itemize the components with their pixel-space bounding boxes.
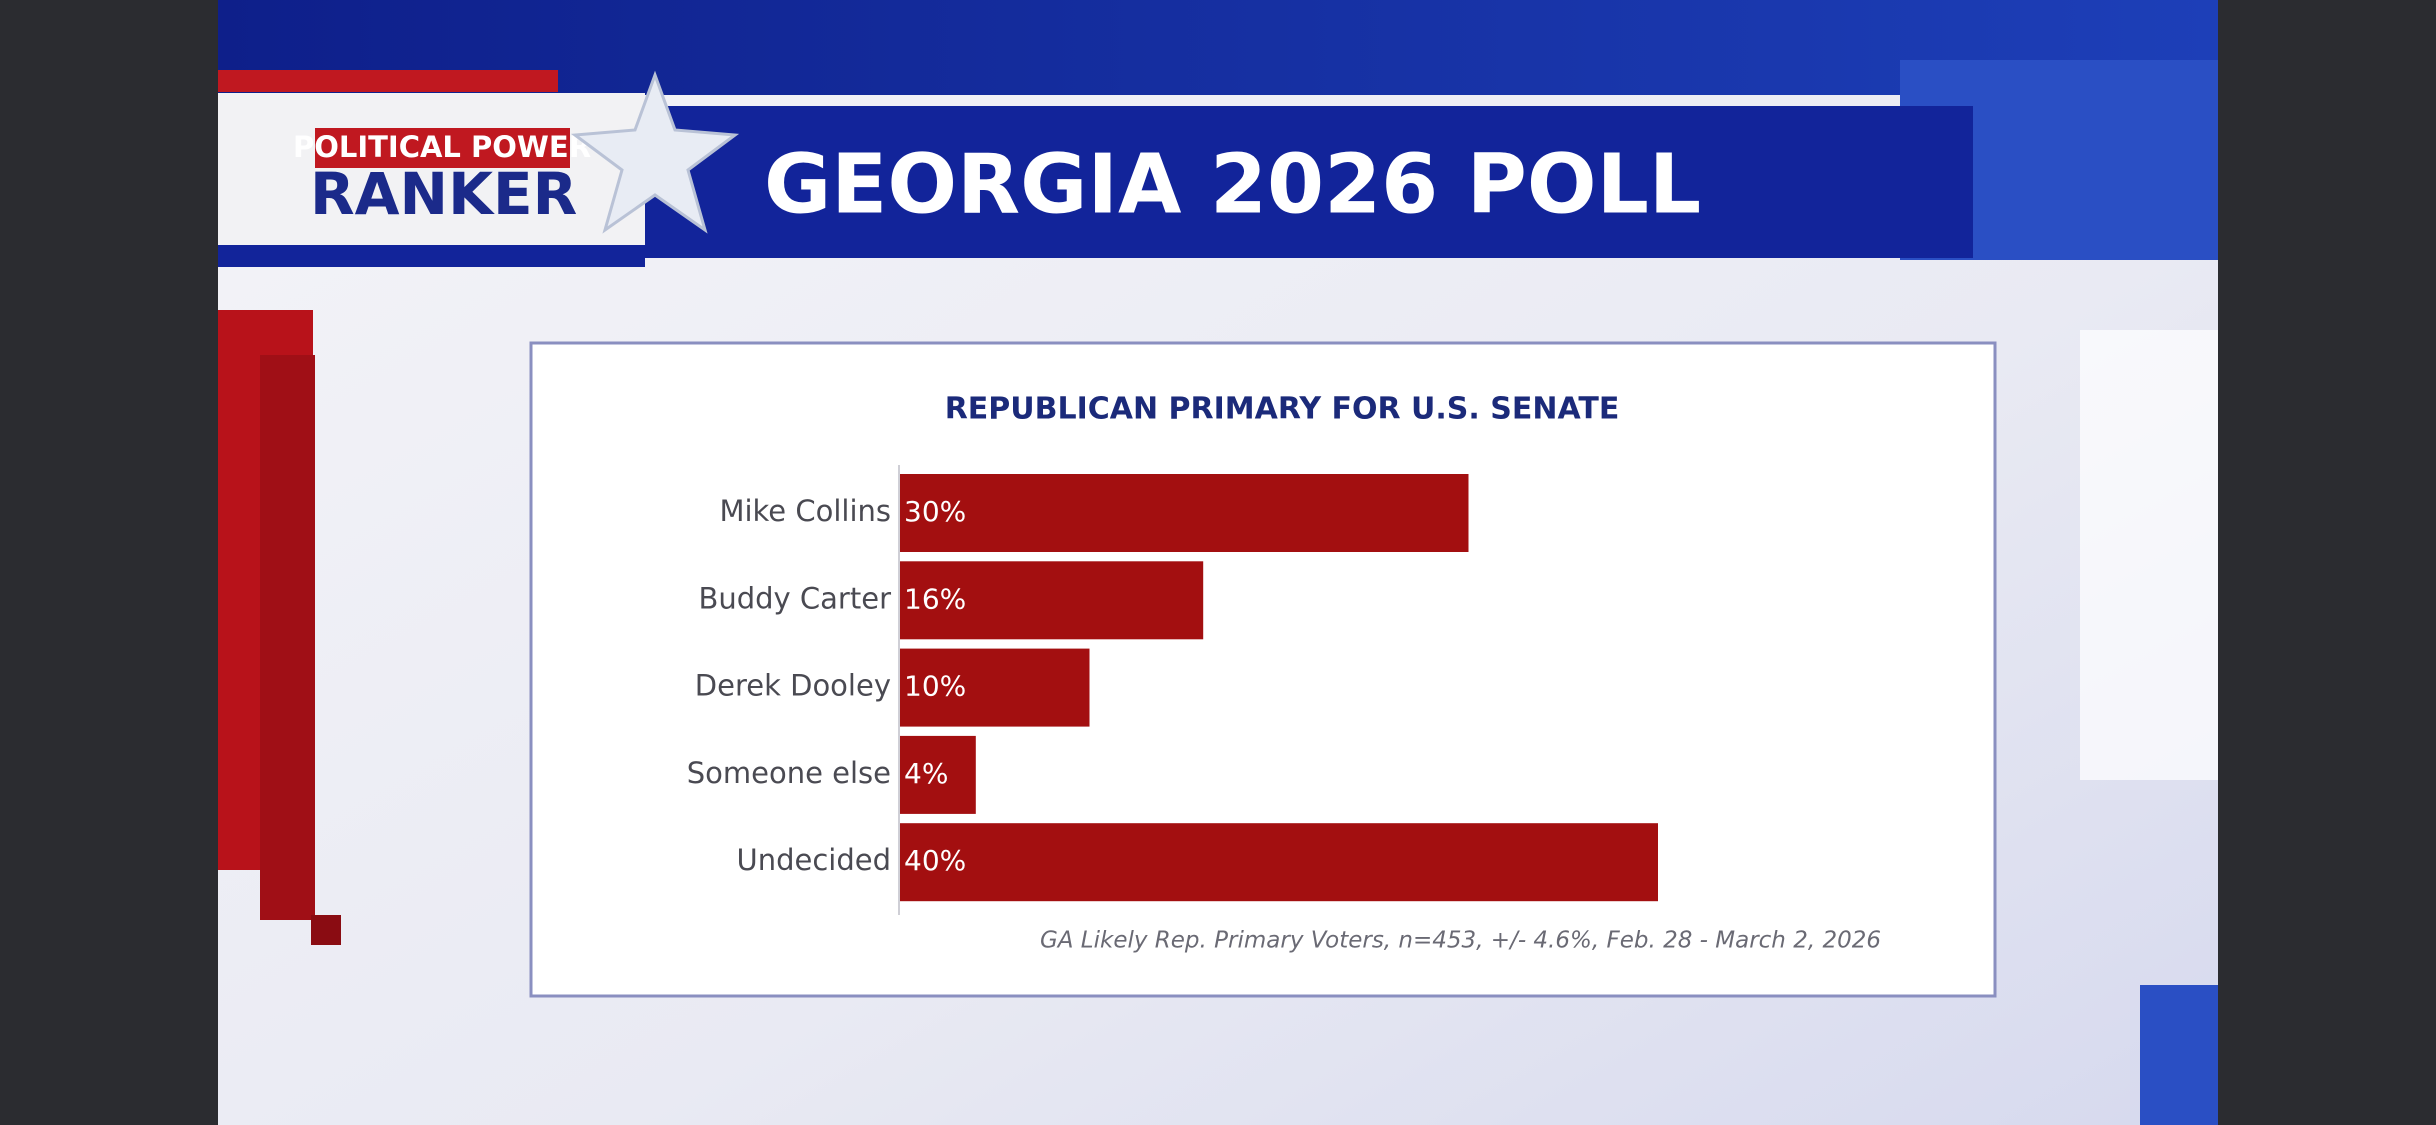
value-label: 40%	[904, 844, 966, 877]
deco-block	[2140, 985, 2218, 1125]
deco-red	[311, 915, 341, 945]
logo-stars-band	[218, 245, 645, 267]
bar	[900, 823, 1658, 902]
logo-top: POLITICAL POWER	[293, 130, 591, 164]
category-label: Derek Dooley	[695, 669, 891, 703]
value-label: 10%	[904, 670, 966, 703]
bar	[900, 474, 1469, 552]
bar-group: Mike Collins 30% Buddy Carter 16% Derek Dool…	[687, 474, 1658, 902]
value-label: 16%	[904, 582, 966, 615]
category-label: Undecided	[736, 843, 891, 877]
chart-title: REPUBLICAN PRIMARY FOR U.S. SENATE	[945, 392, 1620, 427]
logo-box	[218, 93, 645, 245]
right-frame	[2218, 0, 2436, 1125]
deco-block	[2080, 330, 2218, 780]
logo-star	[570, 70, 740, 234]
left-frame	[0, 0, 218, 1125]
value-label: 4%	[904, 757, 948, 790]
bar	[900, 648, 1090, 727]
category-label: Buddy Carter	[698, 581, 891, 615]
deco-red	[218, 70, 558, 92]
page-title: GEORGIA 2026 POLL	[764, 137, 1701, 232]
value-label: 30%	[904, 495, 966, 528]
logo-bottom: RANKER	[310, 160, 577, 228]
logo-top-band	[315, 128, 570, 168]
category-label: Mike Collins	[719, 494, 891, 528]
bar	[900, 735, 976, 814]
deco-red	[260, 355, 315, 920]
bar	[900, 561, 1204, 640]
chart-note: GA Likely Rep. Primary Voters, n=453, +/…	[1040, 928, 1881, 954]
category-label: Someone else	[687, 756, 891, 790]
title-band	[590, 106, 1973, 258]
